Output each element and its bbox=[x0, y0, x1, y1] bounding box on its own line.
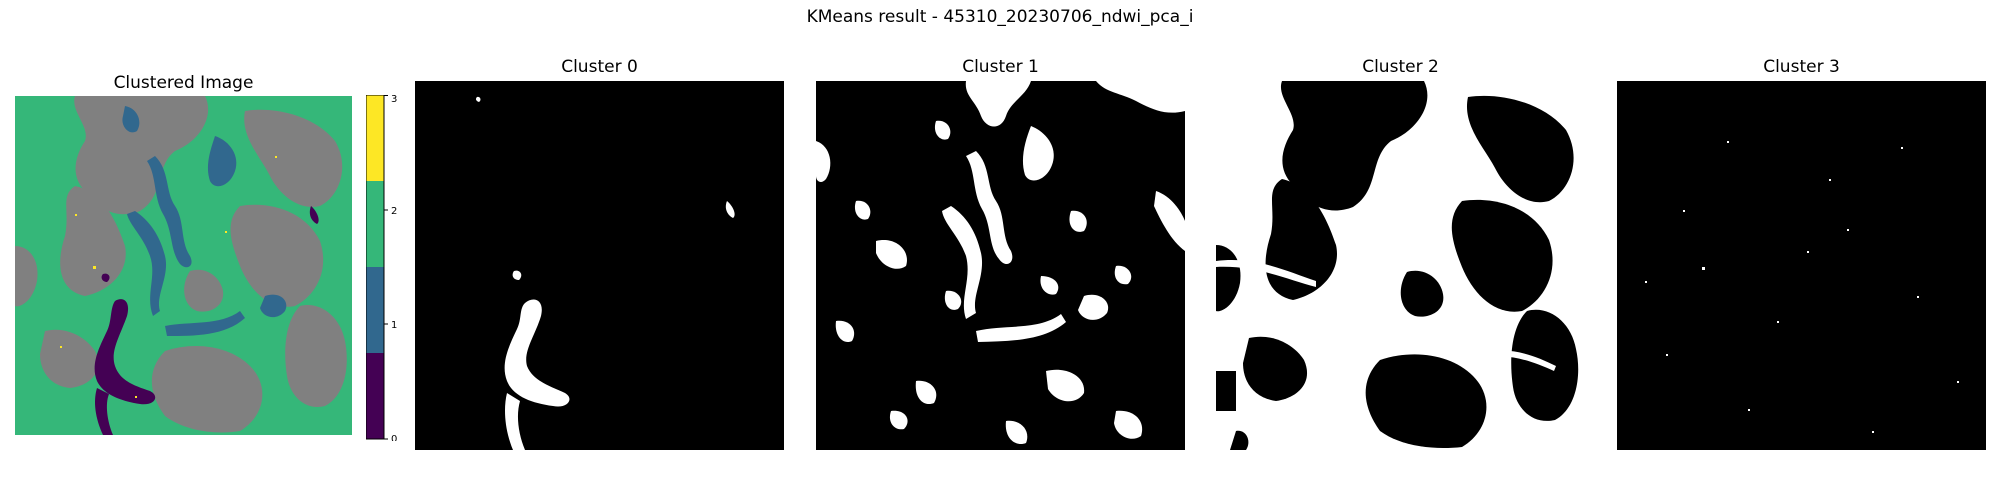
cluster-0-mask bbox=[475, 96, 735, 450]
colorbar-tick-label-3: 3 bbox=[391, 95, 397, 105]
colorbar-frame bbox=[366, 95, 385, 440]
cluster-2-mask-panel bbox=[1216, 81, 1585, 450]
clustered-image-panel bbox=[15, 96, 352, 435]
cluster-1-mask bbox=[816, 81, 1185, 445]
cluster-1-mask-panel bbox=[816, 81, 1185, 450]
colorbar-segment-1 bbox=[366, 267, 384, 353]
panel-title-cluster-2: Cluster 2 bbox=[1362, 57, 1439, 77]
cluster-3-speckles bbox=[1645, 141, 1959, 433]
cluster-0-blob-left bbox=[512, 270, 522, 280]
cluster-3-mask-panel bbox=[1617, 81, 1986, 450]
cluster-0-blob-right bbox=[725, 201, 735, 218]
panel-title-clustered-image: Clustered Image bbox=[113, 73, 254, 93]
colorbar-segment-2 bbox=[366, 181, 384, 267]
figure-title: KMeans result - 45310_20230706_ndwi_pca_… bbox=[806, 7, 1194, 27]
panel-title-cluster-0: Cluster 0 bbox=[561, 57, 638, 77]
panel-title-cluster-1: Cluster 1 bbox=[962, 57, 1039, 77]
cluster-1-channels bbox=[122, 106, 287, 336]
cluster-0-river-outlet bbox=[505, 393, 525, 450]
cluster-2-mask bbox=[1216, 81, 1585, 450]
gray-regions bbox=[15, 96, 347, 433]
cluster-3-mask bbox=[1645, 141, 1959, 433]
cluster-1-network bbox=[816, 81, 1185, 445]
cluster-2-holes bbox=[1216, 81, 1579, 450]
cluster-0-speck-top bbox=[475, 96, 481, 102]
panel-title-cluster-3: Cluster 3 bbox=[1763, 57, 1840, 77]
cluster-0-river bbox=[94, 206, 319, 435]
clustered-image bbox=[15, 96, 352, 435]
colorbar-tick-label-2: 2 bbox=[391, 206, 397, 217]
colorbar-tick-label-0: 0 bbox=[391, 434, 397, 441]
colorbar: 0 1 2 3 bbox=[366, 95, 397, 441]
colorbar-tick-label-1: 1 bbox=[391, 320, 397, 331]
cluster-2-connectors bbox=[1216, 260, 1556, 371]
colorbar-segment-3 bbox=[366, 95, 384, 181]
cluster-0-mask-panel bbox=[415, 81, 784, 450]
cluster-0-river-shape bbox=[504, 299, 570, 407]
cluster-3-speckles bbox=[60, 156, 277, 398]
colorbar-segment-0 bbox=[366, 353, 384, 439]
